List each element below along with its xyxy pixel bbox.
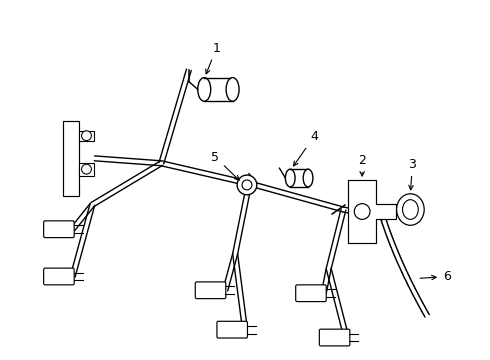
FancyBboxPatch shape: [217, 321, 247, 338]
Ellipse shape: [396, 194, 424, 225]
Circle shape: [237, 175, 257, 195]
Polygon shape: [63, 121, 78, 196]
Circle shape: [354, 204, 370, 219]
Text: 3: 3: [409, 158, 416, 190]
Ellipse shape: [303, 169, 313, 187]
Ellipse shape: [285, 169, 295, 187]
Ellipse shape: [198, 78, 211, 101]
Circle shape: [81, 131, 92, 141]
FancyBboxPatch shape: [44, 221, 74, 238]
Ellipse shape: [402, 200, 418, 219]
Polygon shape: [78, 131, 95, 141]
Polygon shape: [348, 180, 395, 243]
Text: 4: 4: [294, 130, 318, 166]
FancyBboxPatch shape: [319, 329, 350, 346]
Polygon shape: [290, 169, 308, 187]
Text: 6: 6: [420, 270, 451, 283]
Text: 1: 1: [206, 41, 220, 74]
Ellipse shape: [226, 78, 239, 101]
FancyBboxPatch shape: [44, 268, 74, 285]
Polygon shape: [204, 78, 233, 101]
Polygon shape: [78, 163, 95, 176]
FancyBboxPatch shape: [196, 282, 226, 299]
Circle shape: [81, 164, 92, 174]
Text: 5: 5: [212, 151, 239, 180]
FancyBboxPatch shape: [295, 285, 326, 302]
Text: 2: 2: [358, 154, 366, 176]
